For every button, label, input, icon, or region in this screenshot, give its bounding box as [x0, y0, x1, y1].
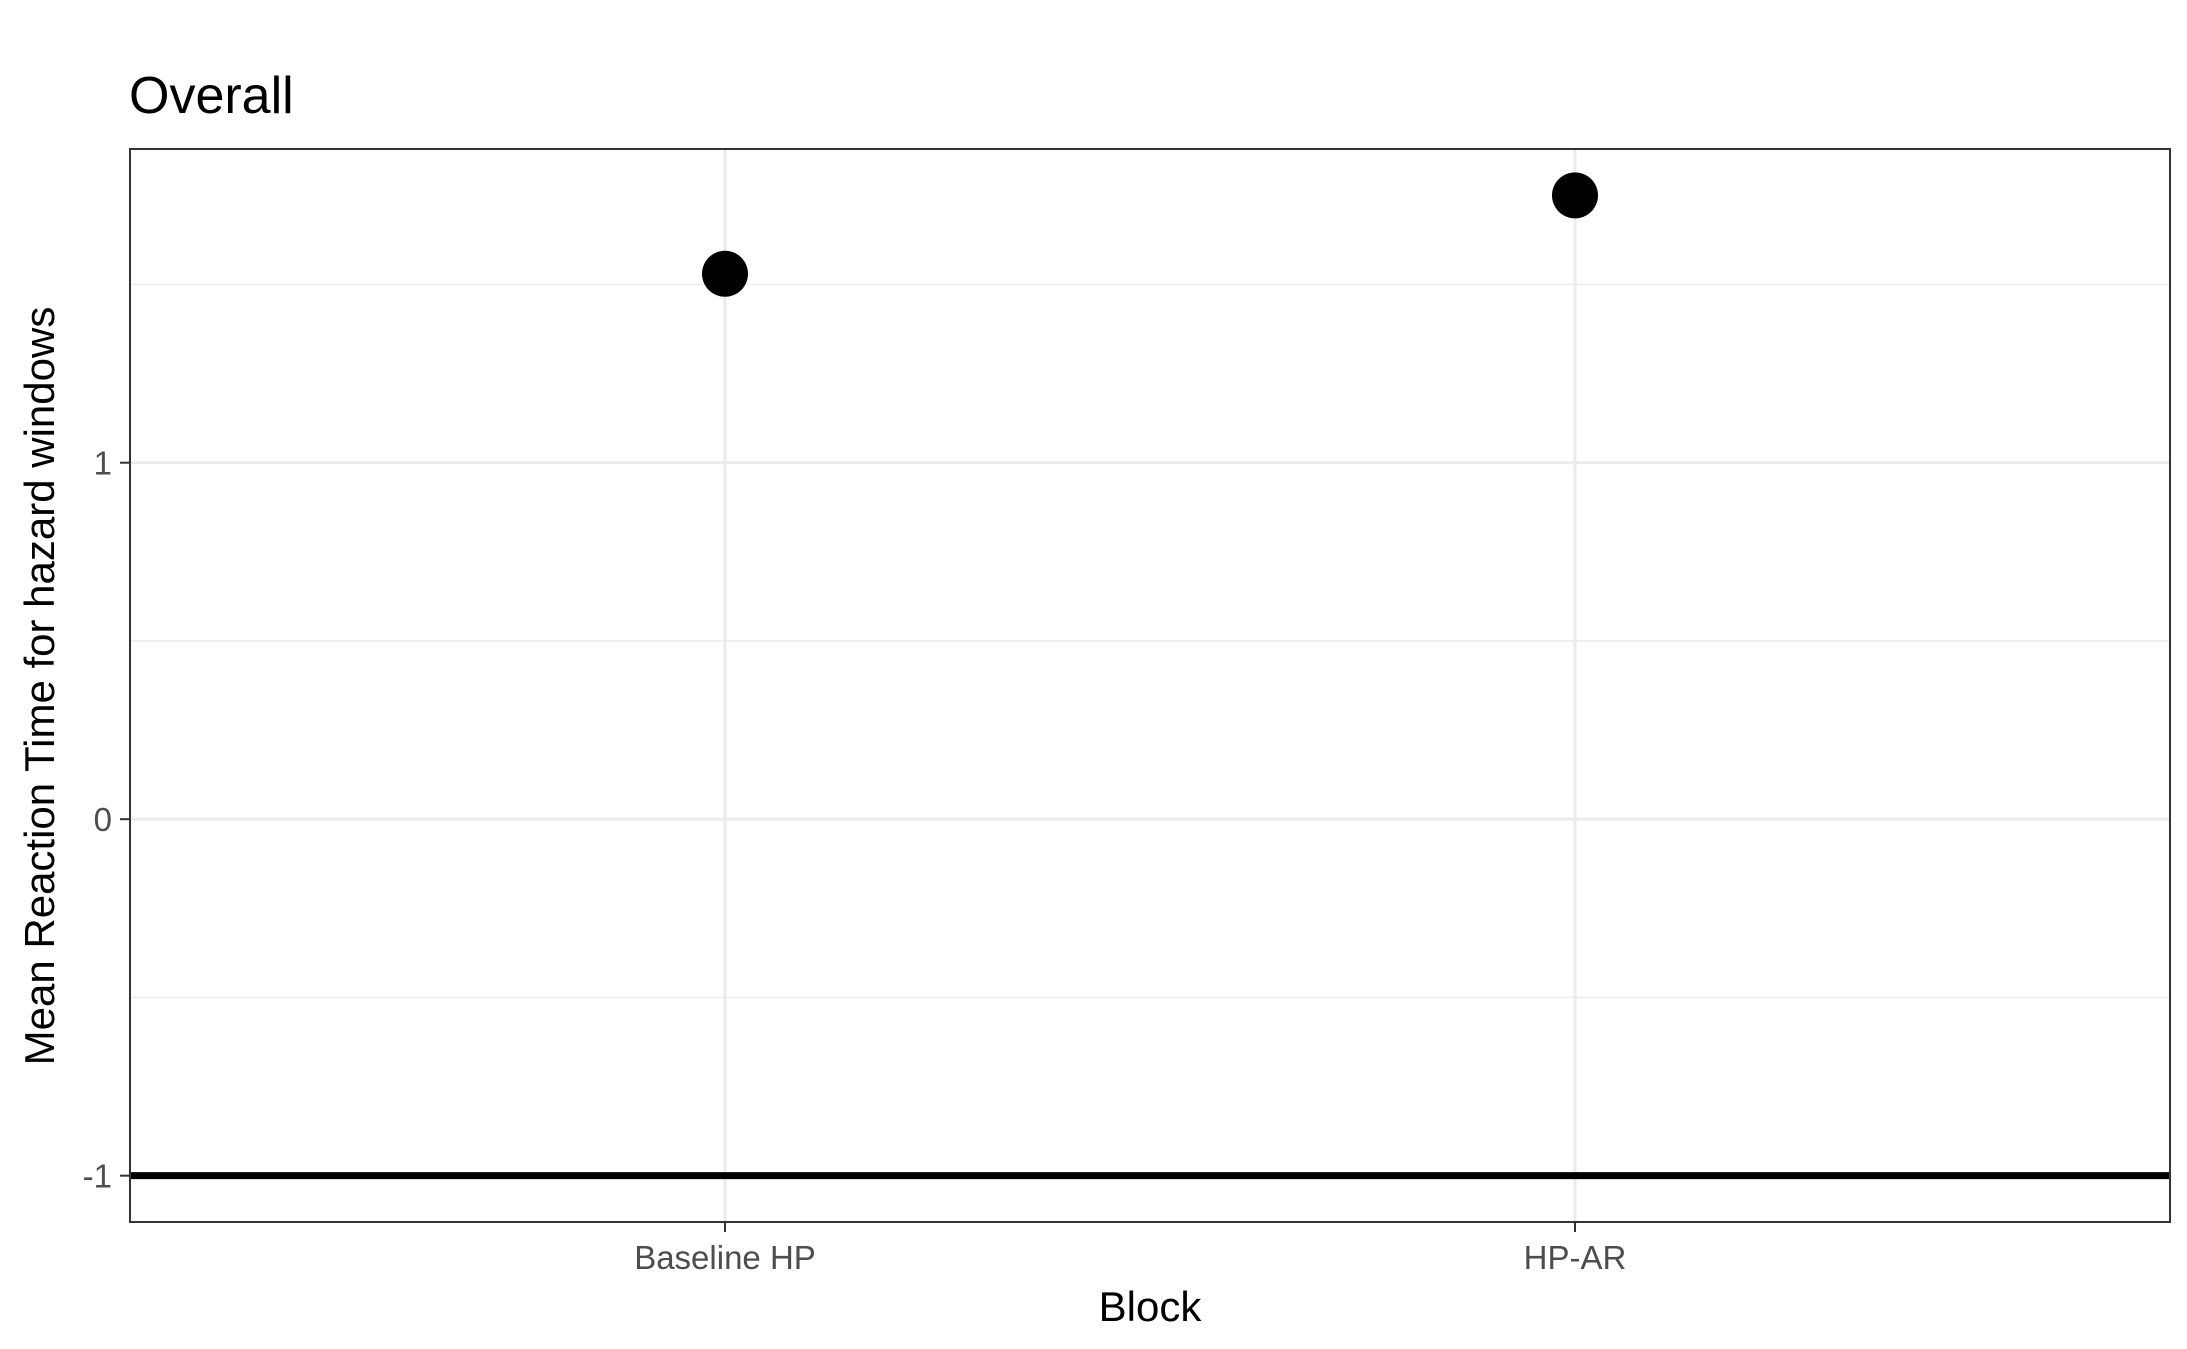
- y-tick-label-1: 0: [94, 801, 112, 838]
- y-axis-title: Mean Reaction Time for hazard windows: [16, 307, 63, 1066]
- y-axis: -1 0 1: [83, 445, 130, 1195]
- chart-title: Overall: [129, 67, 294, 125]
- data-point-0-0: [702, 250, 748, 297]
- x-axis-title: Block: [1099, 1283, 1203, 1330]
- x-tick-label-1: HP-AR: [1524, 1239, 1627, 1276]
- minor-grid: [130, 283, 2170, 999]
- x-tick-label-0: Baseline HP: [634, 1239, 816, 1276]
- data-points: [702, 172, 1598, 297]
- y-tick-label-2: 1: [94, 445, 112, 482]
- major-grid: [130, 149, 2170, 1222]
- panel-border: [129, 148, 2171, 1223]
- data-point-0-1: [1552, 172, 1598, 219]
- x-axis: Baseline HP HP-AR: [634, 1222, 1626, 1276]
- y-tick-label-0: -1: [83, 1158, 112, 1195]
